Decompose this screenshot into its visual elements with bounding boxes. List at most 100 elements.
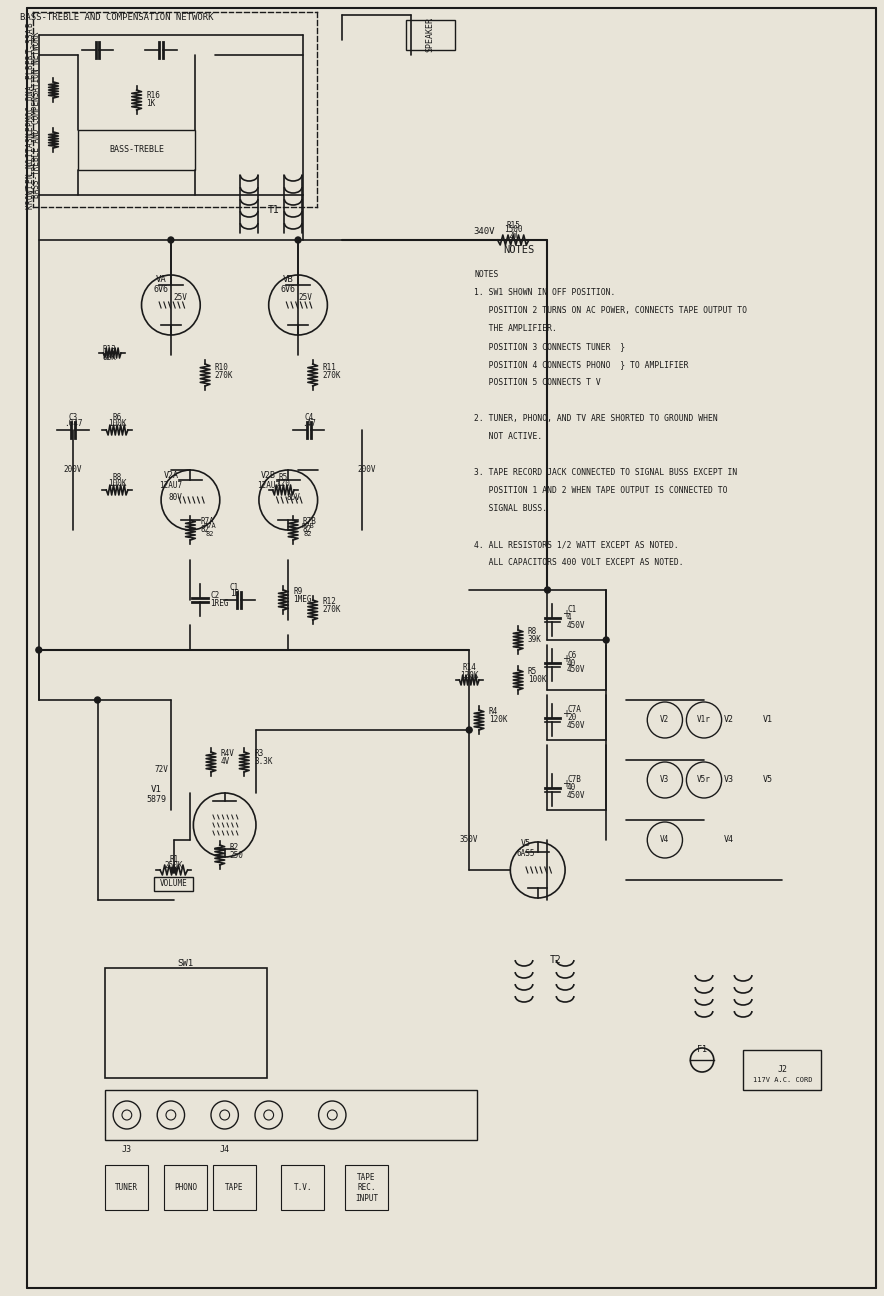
Text: 340V: 340V	[473, 228, 495, 236]
Text: POSITION 4 CONNECTS PHONO  } TO AMPLIFIER: POSITION 4 CONNECTS PHONO } TO AMPLIFIER	[474, 360, 689, 369]
Text: +: +	[562, 654, 570, 664]
Text: F1: F1	[697, 1046, 707, 1055]
Text: V2: V2	[660, 715, 669, 724]
Text: BASS-TREBLE: BASS-TREBLE	[109, 145, 164, 154]
Text: C4: C4	[304, 413, 314, 422]
Text: VA: VA	[156, 276, 166, 285]
Text: V4: V4	[660, 836, 669, 845]
Text: +: +	[562, 709, 570, 719]
Text: +: +	[562, 779, 570, 789]
Text: SIGNAL BUSS.: SIGNAL BUSS.	[474, 504, 547, 513]
Text: SW1: SW1	[178, 959, 194, 968]
Text: S: S	[26, 39, 34, 43]
Text: 12AU7: 12AU7	[159, 481, 182, 490]
Text: T: T	[26, 49, 34, 53]
Text: R15: R15	[507, 220, 520, 229]
Text: A: A	[26, 143, 34, 146]
Text: O: O	[26, 111, 34, 115]
Text: R3: R3	[254, 749, 263, 758]
Text: 200V: 200V	[64, 465, 82, 474]
Text: TUNER: TUNER	[115, 1183, 139, 1192]
Text: POSITION 3 CONNECTS TUNER  }: POSITION 3 CONNECTS TUNER }	[474, 342, 625, 351]
Text: R9: R9	[293, 587, 302, 596]
Text: 6AS5: 6AS5	[517, 849, 535, 858]
Text: 80V: 80V	[286, 492, 300, 502]
Text: C2: C2	[210, 591, 219, 600]
Text: 100K: 100K	[108, 480, 126, 489]
Text: D: D	[26, 96, 34, 100]
Text: C7B: C7B	[567, 775, 581, 784]
Text: M: M	[26, 117, 34, 121]
Text: R7A
82: R7A 82	[203, 524, 217, 537]
Circle shape	[295, 237, 301, 244]
Text: B: B	[26, 65, 34, 69]
Text: J2: J2	[777, 1065, 788, 1074]
Text: R5: R5	[278, 473, 288, 482]
Text: 450V: 450V	[567, 666, 585, 674]
Circle shape	[168, 237, 174, 244]
Text: 117V A.C. CORD: 117V A.C. CORD	[752, 1077, 812, 1083]
Text: 270K: 270K	[323, 371, 341, 380]
Text: 82K: 82K	[103, 353, 117, 362]
Text: A: A	[26, 29, 34, 32]
Text: 270K: 270K	[323, 605, 341, 614]
Text: R11: R11	[323, 363, 337, 372]
Text: R1: R1	[169, 855, 179, 864]
Text: N: N	[26, 91, 34, 95]
Text: VB: VB	[283, 276, 293, 285]
Text: NOTES: NOTES	[504, 245, 535, 255]
Text: PHONO: PHONO	[174, 1183, 197, 1192]
Text: T.V.: T.V.	[293, 1183, 312, 1192]
Text: N: N	[26, 163, 34, 167]
Text: A: A	[26, 86, 34, 89]
Text: B: B	[26, 23, 34, 27]
Text: T1: T1	[268, 205, 279, 215]
Text: V2A: V2A	[164, 470, 179, 480]
Text: E: E	[26, 75, 34, 79]
Text: R10: R10	[215, 363, 229, 372]
Text: V3: V3	[660, 775, 669, 784]
Text: POSITION 2 TURNS ON AC POWER, CONNECTS TAPE OUTPUT TO: POSITION 2 TURNS ON AC POWER, CONNECTS T…	[474, 306, 747, 315]
Text: V1: V1	[151, 785, 162, 794]
Text: R: R	[26, 54, 34, 58]
Text: 2. TUNER, PHONO, AND TV ARE SHORTED TO GROUND WHEN: 2. TUNER, PHONO, AND TV ARE SHORTED TO G…	[474, 413, 718, 422]
Text: .47: .47	[301, 420, 316, 429]
Text: 450V: 450V	[567, 791, 585, 800]
Text: 350V: 350V	[460, 836, 478, 845]
Text: S: S	[26, 137, 34, 141]
Text: TAPE: TAPE	[225, 1183, 244, 1192]
Text: L: L	[26, 70, 34, 74]
Text: O: O	[26, 158, 34, 162]
Text: 120K: 120K	[489, 715, 507, 724]
Text: 6V6: 6V6	[281, 285, 296, 294]
Text: C: C	[26, 106, 34, 110]
Text: 40: 40	[567, 658, 576, 667]
Text: R8: R8	[528, 627, 537, 636]
Text: 39K: 39K	[528, 635, 542, 644]
Text: VOLUME: VOLUME	[160, 880, 187, 889]
Text: 4: 4	[567, 613, 572, 622]
Text: 82: 82	[303, 525, 312, 534]
Text: R7A: R7A	[200, 517, 214, 526]
Circle shape	[545, 587, 551, 594]
Text: J3: J3	[122, 1146, 132, 1155]
Text: E: E	[26, 179, 34, 183]
Text: R6: R6	[112, 413, 122, 422]
Text: 4V: 4V	[221, 757, 230, 766]
Text: V1: V1	[763, 715, 773, 724]
Text: 72V: 72V	[154, 766, 168, 775]
Text: V2: V2	[724, 715, 734, 724]
Text: R4: R4	[489, 708, 498, 717]
Text: R2: R2	[230, 842, 239, 851]
Text: 4. ALL RESISTORS 1/2 WATT EXCEPT AS NOTED.: 4. ALL RESISTORS 1/2 WATT EXCEPT AS NOTE…	[474, 540, 679, 550]
Text: 1B: 1B	[230, 590, 239, 599]
Text: C6: C6	[567, 651, 576, 660]
Text: 20: 20	[567, 714, 576, 722]
Text: S: S	[26, 34, 34, 38]
Text: 1. SW1 SHOWN IN OFF POSITION.: 1. SW1 SHOWN IN OFF POSITION.	[474, 288, 615, 297]
Text: I: I	[26, 153, 34, 157]
Text: 6V6: 6V6	[154, 285, 169, 294]
Text: C3: C3	[68, 413, 78, 422]
Text: N: N	[26, 132, 34, 136]
Text: V1r: V1r	[697, 715, 711, 724]
